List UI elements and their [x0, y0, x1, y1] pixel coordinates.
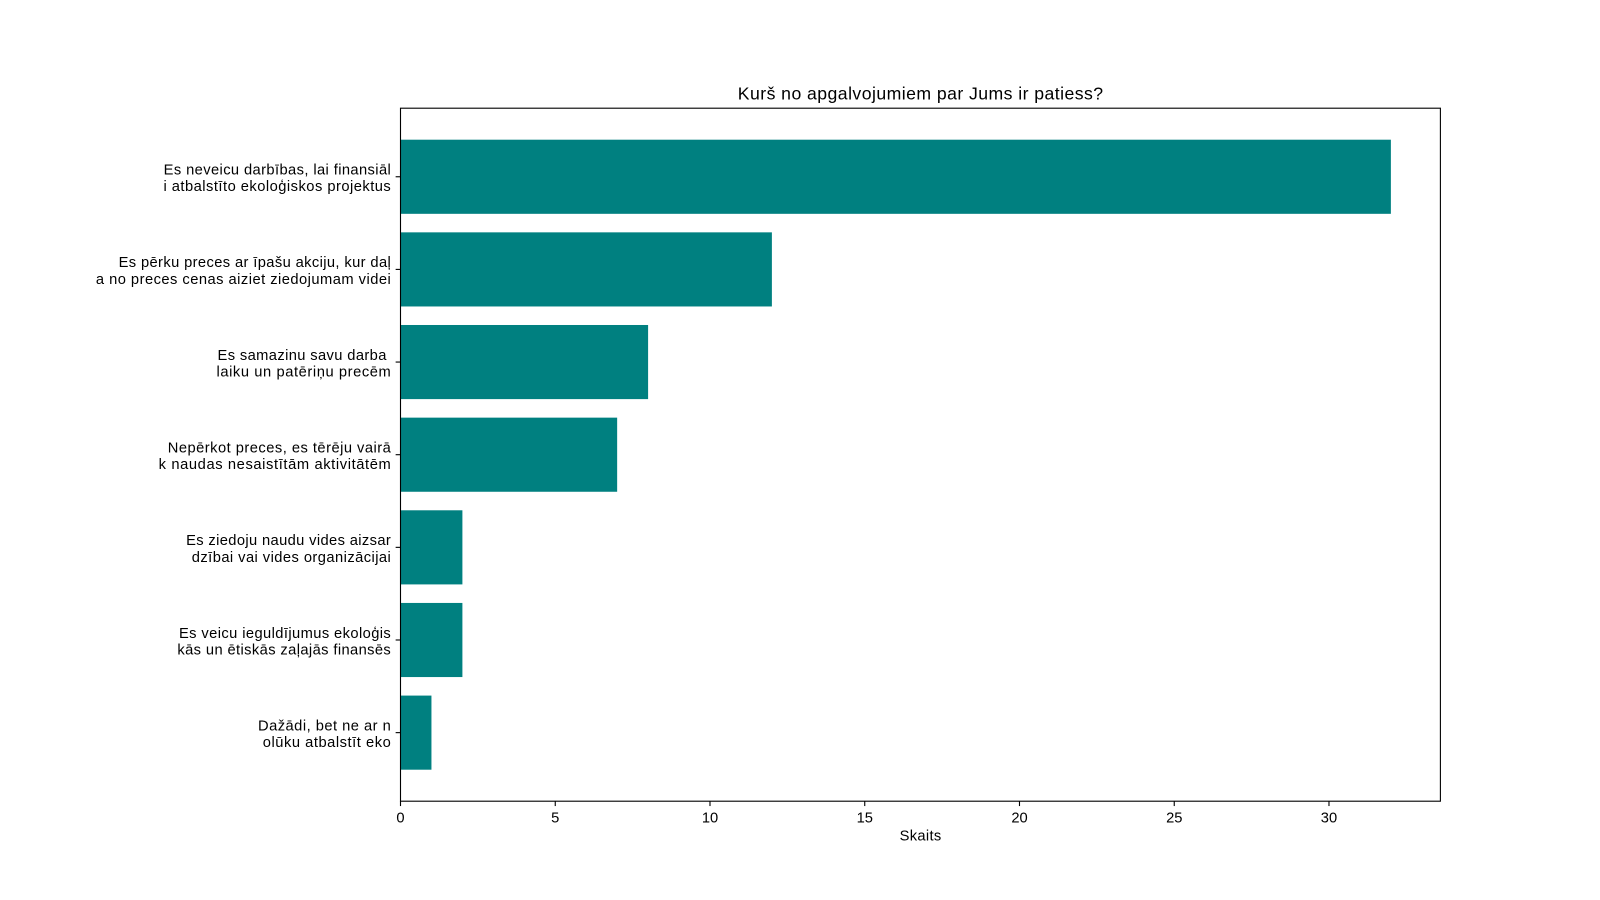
svg-text:Kurš no apgalvojumiem par Jums: Kurš no apgalvojumiem par Jums ir paties… — [738, 84, 1103, 104]
svg-text:Es ziedoju naudu vides aizsar: Es ziedoju naudu vides aizsar — [186, 533, 391, 549]
svg-text:30: 30 — [1321, 810, 1337, 826]
svg-text:20: 20 — [1011, 810, 1027, 826]
svg-text:Nepērkot preces, es tērēju vai: Nepērkot preces, es tērēju vairā — [168, 441, 392, 457]
svg-text:dzībai vai vides organizācijai: dzībai vai vides organizācijai — [192, 550, 391, 566]
svg-text:5: 5 — [551, 810, 559, 826]
svg-text:laiku un patēriņu precēm: laiku un patēriņu precēm — [216, 365, 390, 381]
svg-text:Dažādi, bet ne ar n: Dažādi, bet ne ar n — [258, 718, 391, 734]
svg-text:Es pērku preces ar īpašu akcij: Es pērku preces ar īpašu akciju, kur daļ — [119, 255, 391, 271]
svg-text:15: 15 — [857, 810, 873, 826]
svg-text:olūku atbalstīt eko: olūku atbalstīt eko — [263, 735, 391, 751]
svg-text:k naudas nesaistītām aktivitāt: k naudas nesaistītām aktivitātēm — [159, 457, 391, 473]
svg-text:i atbalstīto ekoloģiskos proje: i atbalstīto ekoloģiskos projektus — [163, 179, 390, 195]
svg-text:kās un ētiskās zaļajās finansē: kās un ētiskās zaļajās finansēs — [177, 642, 390, 658]
svg-text:25: 25 — [1166, 810, 1182, 826]
svg-text:0: 0 — [396, 810, 404, 826]
svg-text:Es veicu ieguldījumus ekoloģis: Es veicu ieguldījumus ekoloģis — [179, 626, 391, 642]
svg-text:Es neveicu darbības, lai finan: Es neveicu darbības, lai finansiāl — [164, 163, 391, 179]
svg-text:Skaits: Skaits — [900, 829, 942, 845]
svg-text:Es samazinu savu darba: Es samazinu savu darba — [218, 348, 388, 364]
svg-text:a no preces cenas aiziet ziedo: a no preces cenas aiziet ziedojumam vide… — [96, 272, 391, 288]
svg-text:10: 10 — [702, 810, 718, 826]
